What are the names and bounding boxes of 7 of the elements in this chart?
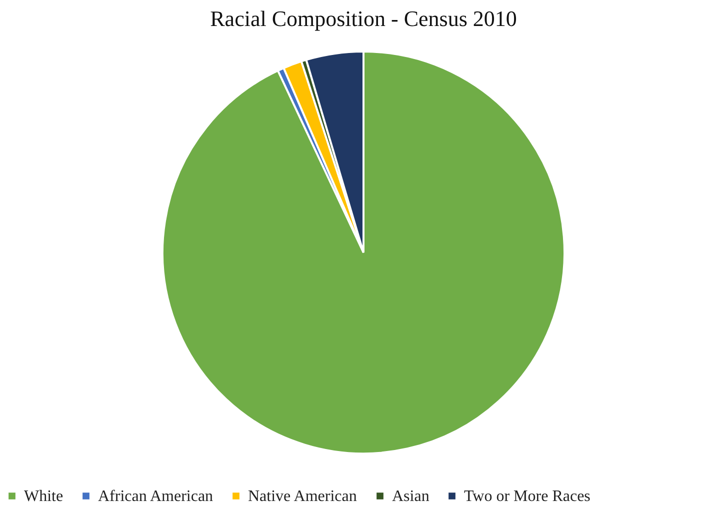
legend-label: Native American	[248, 488, 357, 505]
legend-label: African American	[98, 488, 214, 505]
pie-slice	[162, 50, 566, 454]
legend-label: White	[24, 488, 64, 505]
legend-label: Asian	[392, 488, 430, 505]
legend-label: Two or More Races	[464, 488, 590, 505]
chart-title: Racial Composition - Census 2010	[210, 6, 517, 31]
